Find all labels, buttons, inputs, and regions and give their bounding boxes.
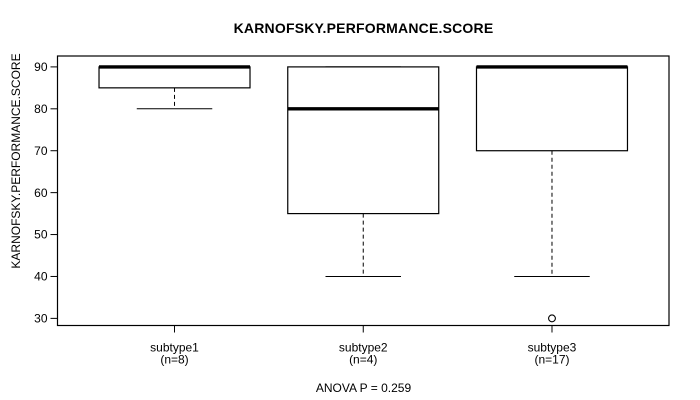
y-tick-label: 40 (34, 270, 48, 284)
y-tick-label: 60 (34, 186, 48, 200)
group-label-subtype2: subtype2 (339, 341, 388, 355)
box-subtype2 (287, 66, 440, 215)
group-count-label: (n=17) (534, 353, 569, 367)
group-count-label: (n=4) (349, 353, 377, 367)
box-subtype1 (98, 66, 251, 89)
anova-p-value-label: ANOVA P = 0.259 (315, 381, 412, 395)
y-tick-label: 80 (34, 102, 48, 116)
y-tick-label: 30 (34, 312, 48, 326)
y-tick-label: 70 (34, 144, 48, 158)
group-label-subtype1: subtype1 (150, 341, 199, 355)
y-tick-label: 50 (34, 228, 48, 242)
outlier-point (548, 314, 556, 323)
group-label-subtype3: subtype3 (528, 341, 577, 355)
chart-title: KARNOFSKY.PERFORMANCE.SCORE (233, 20, 494, 36)
y-tick-label: 90 (34, 60, 48, 74)
group-count-label: (n=8) (160, 353, 188, 367)
box-subtype3 (475, 66, 629, 152)
